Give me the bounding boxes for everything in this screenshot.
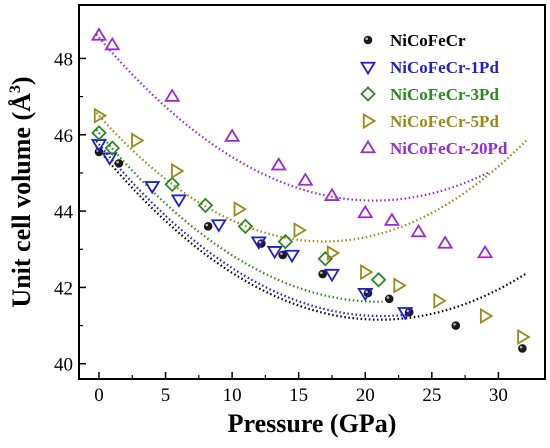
data-point-4-6 xyxy=(323,187,341,201)
y-tick-label-4: 48 xyxy=(54,49,73,70)
legend-marker-4 xyxy=(359,139,377,154)
data-point-2-1 xyxy=(104,140,121,156)
data-point-4-4 xyxy=(270,157,287,171)
data-point-4-8 xyxy=(383,212,400,226)
data-point-1-9 xyxy=(357,288,374,302)
data-point-3-9 xyxy=(479,307,494,325)
x-tick-label-2: 10 xyxy=(223,385,242,406)
x-axis-title: Pressure (GPa) xyxy=(228,409,397,438)
data-point-1-2 xyxy=(144,181,161,195)
data-point-4-7 xyxy=(357,204,374,219)
y-axis-title: Unit cell volume (Å3) xyxy=(7,76,36,307)
data-point-3-6 xyxy=(360,264,374,281)
legend-marker-0 xyxy=(363,35,373,45)
data-point-4-5 xyxy=(297,172,314,186)
data-point-4-3 xyxy=(224,128,241,142)
fit-line-2 xyxy=(95,128,383,303)
data-point-0-1 xyxy=(114,159,124,168)
data-point-4-11 xyxy=(476,244,494,259)
x-tick-label-0: 0 xyxy=(94,385,104,406)
fit-line-4 xyxy=(95,33,490,202)
legend-label-0: NiCoFeCr xyxy=(390,31,466,50)
data-markers xyxy=(90,27,531,353)
data-point-1-5 xyxy=(250,236,267,250)
data-point-3-4 xyxy=(293,222,307,239)
data-point-2-0 xyxy=(91,125,107,141)
data-point-3-3 xyxy=(233,201,248,218)
x-tick-label-5: 25 xyxy=(422,385,441,406)
data-point-3-1 xyxy=(131,132,145,149)
data-point-2-2 xyxy=(164,176,180,193)
legend-label-1: NiCoFeCr-1Pd xyxy=(390,58,499,77)
y-tick-label-1: 42 xyxy=(54,278,73,299)
data-point-1-4 xyxy=(210,219,227,233)
legend-marker-2 xyxy=(360,86,376,102)
data-point-0-2 xyxy=(203,222,213,231)
data-point-0-4 xyxy=(278,250,288,260)
data-point-4-0 xyxy=(90,27,108,41)
data-point-1-8 xyxy=(323,268,341,283)
fit-line-1 xyxy=(95,140,410,318)
data-point-2-5 xyxy=(277,233,294,250)
data-point-4-1 xyxy=(104,36,121,51)
data-point-0-7 xyxy=(384,294,394,304)
legend-marker-3 xyxy=(362,112,377,130)
legend-label-3: NiCoFeCr-5Pd xyxy=(390,112,499,131)
y-axis-title-close: ) xyxy=(7,76,36,85)
legend-label-2: NiCoFeCr-3Pd xyxy=(390,85,499,104)
data-point-3-5 xyxy=(326,244,341,262)
data-point-2-7 xyxy=(370,272,387,288)
x-tick-label-4: 20 xyxy=(356,385,375,406)
data-point-2-4 xyxy=(237,218,254,235)
data-point-1-1 xyxy=(101,152,118,166)
data-point-3-7 xyxy=(393,277,407,294)
data-point-3-8 xyxy=(433,292,447,309)
legend-marker-1 xyxy=(359,61,377,76)
legend: NiCoFeCr NiCoFeCr-1Pd NiCoFeCr-3Pd NiCoFeCr… xyxy=(359,31,508,158)
data-point-1-6 xyxy=(266,246,283,260)
data-point-1-3 xyxy=(170,194,187,208)
data-point-2-6 xyxy=(317,251,334,267)
data-point-4-9 xyxy=(410,223,427,238)
x-tick-label-6: 30 xyxy=(489,385,508,406)
axis-ticks: 0 5 10 15 20 25 30 40 42 44 46 48 xyxy=(54,49,508,406)
data-point-4-2 xyxy=(164,88,181,102)
data-point-3-2 xyxy=(171,162,185,180)
y-tick-label-3: 46 xyxy=(54,126,73,147)
plot-frame xyxy=(78,4,546,380)
data-point-1-7 xyxy=(283,249,301,264)
fit-lines xyxy=(95,33,528,321)
legend-label-4: NiCoFeCr-20Pd xyxy=(390,139,508,158)
data-point-2-3 xyxy=(197,197,214,214)
y-axis-title-superscript: 3 xyxy=(7,85,24,93)
x-tick-label-1: 5 xyxy=(161,385,171,406)
data-point-3-0 xyxy=(93,107,108,124)
y-tick-label-2: 44 xyxy=(54,202,74,223)
data-point-0-10 xyxy=(518,344,527,353)
x-tick-label-3: 15 xyxy=(289,385,308,406)
data-point-3-10 xyxy=(517,328,531,346)
data-point-0-5 xyxy=(318,269,327,279)
fit-line-3 xyxy=(95,111,528,243)
y-tick-label-0: 40 xyxy=(54,355,73,376)
fit-line-0 xyxy=(95,146,527,321)
data-point-4-10 xyxy=(437,235,454,249)
data-point-0-9 xyxy=(451,321,461,330)
data-point-1-10 xyxy=(397,307,414,321)
y-axis-title-main: Unit cell volume (Å xyxy=(7,93,36,308)
